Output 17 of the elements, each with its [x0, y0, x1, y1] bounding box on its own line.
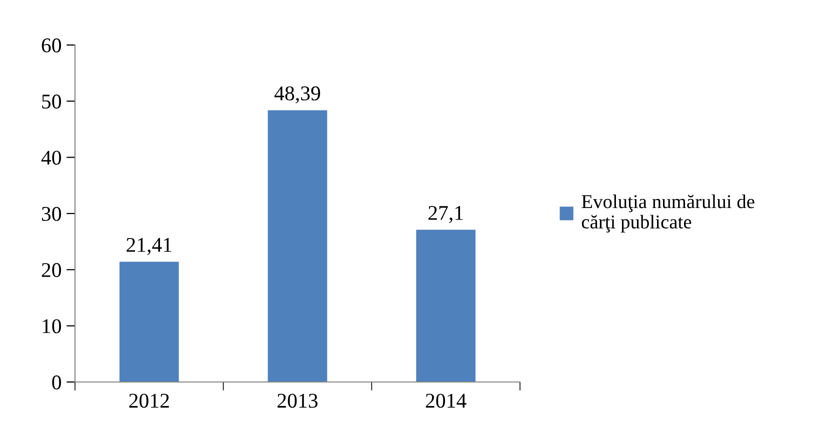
bar	[268, 110, 328, 382]
x-tick-label: 2013	[278, 394, 318, 408]
y-tick-label: 0	[52, 375, 62, 390]
y-tick-label: 60	[42, 38, 62, 52]
data-label: 48,39	[274, 86, 320, 104]
data-label: 21,41	[126, 238, 172, 255]
y-tick-label: 20	[42, 263, 62, 278]
legend-label: Evoluţia numărului de cărţi publicate	[582, 194, 754, 232]
y-tick-label: 10	[42, 319, 62, 334]
data-label: 27,1	[428, 206, 463, 223]
bar	[120, 262, 179, 382]
x-tick-label: 2012	[129, 394, 169, 408]
bar	[416, 230, 476, 382]
y-tick-label: 50	[42, 94, 62, 109]
y-tick-label: 40	[41, 150, 62, 165]
x-tick-label: 2014	[426, 394, 466, 408]
y-tick-label: 30	[42, 206, 62, 221]
